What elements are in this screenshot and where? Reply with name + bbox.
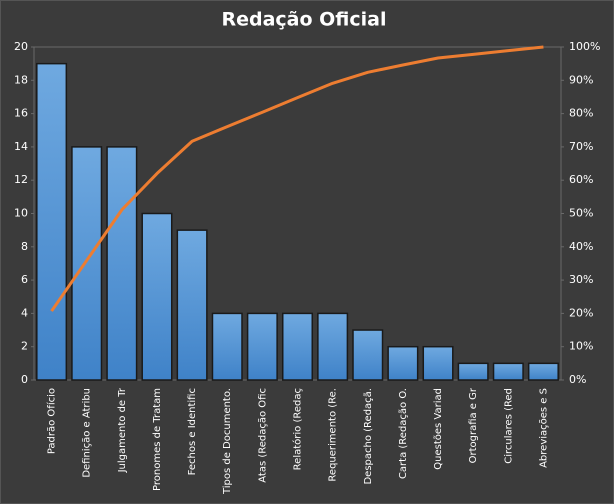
y-tick-label: 4 [21, 306, 28, 319]
bar [281, 312, 314, 381]
bar [527, 362, 559, 381]
y2-tick-label: 20% [569, 306, 593, 319]
bar [457, 362, 489, 381]
bar [246, 312, 278, 381]
y-tick-label: 12 [14, 173, 28, 186]
bar [176, 229, 208, 381]
x-tick-label: Circulares (Red [503, 388, 514, 464]
cumulative-line [50, 45, 544, 312]
bar [317, 312, 349, 381]
bar [36, 62, 68, 381]
x-tick-label: Abreviações e S [538, 388, 549, 468]
y2-tick-label: 90% [569, 73, 593, 86]
y2-tick-label: 40% [569, 240, 593, 253]
bar [352, 329, 384, 381]
y-tick-label: 16 [14, 107, 28, 120]
x-tick-label: Padrão Ofício [46, 388, 58, 454]
y2-tick-label: 0% [569, 373, 586, 386]
x-tick-label: Ortografia e Gr [468, 387, 479, 463]
bar [211, 312, 243, 381]
y-tick-label: 0 [21, 373, 28, 386]
x-tick-label: Atas (Redação Ofic [257, 388, 268, 483]
bar [387, 345, 419, 381]
x-tick-label: Requerimento (Re. [328, 388, 339, 482]
x-tick-label: Carta (Redação O. [398, 388, 409, 479]
y-tick-label: 8 [21, 240, 28, 253]
x-tick-label: Pronomes de Tratam [152, 388, 163, 491]
y-tick-label: 2 [21, 340, 28, 353]
bar [422, 345, 454, 381]
bar [141, 212, 173, 381]
y2-tick-label: 70% [569, 140, 593, 153]
x-tick-label: Relatório (Redaç [292, 388, 304, 470]
x-tick-label: Fechos e Identific [187, 388, 198, 475]
y-tick-label: 18 [14, 73, 28, 86]
y2-tick-label: 60% [569, 173, 593, 186]
y2-tick-label: 30% [569, 273, 593, 286]
chart-title: Redação Oficial [221, 9, 386, 31]
x-tick-label: Definição e Atribu [82, 388, 93, 478]
y2-tick-label: 100% [569, 40, 600, 53]
y2-tick-label: 10% [569, 340, 593, 353]
y2-tick-label: 50% [569, 207, 593, 220]
y2-tick-label: 80% [569, 107, 593, 120]
bar [492, 362, 524, 381]
y-tick-label: 6 [21, 273, 28, 286]
x-tick-label: Despacho (Redaçã. [363, 388, 374, 485]
y-tick-label: 10 [14, 207, 28, 220]
bar [71, 146, 103, 381]
x-tick-label: Julgamento de Tr [117, 387, 128, 473]
x-tick-label: Questões Variad [433, 388, 444, 470]
x-tick-label: Tipos de Documento. [222, 388, 233, 495]
y-tick-label: 14 [14, 140, 28, 153]
y-tick-label: 20 [14, 40, 28, 53]
bar [106, 146, 138, 381]
